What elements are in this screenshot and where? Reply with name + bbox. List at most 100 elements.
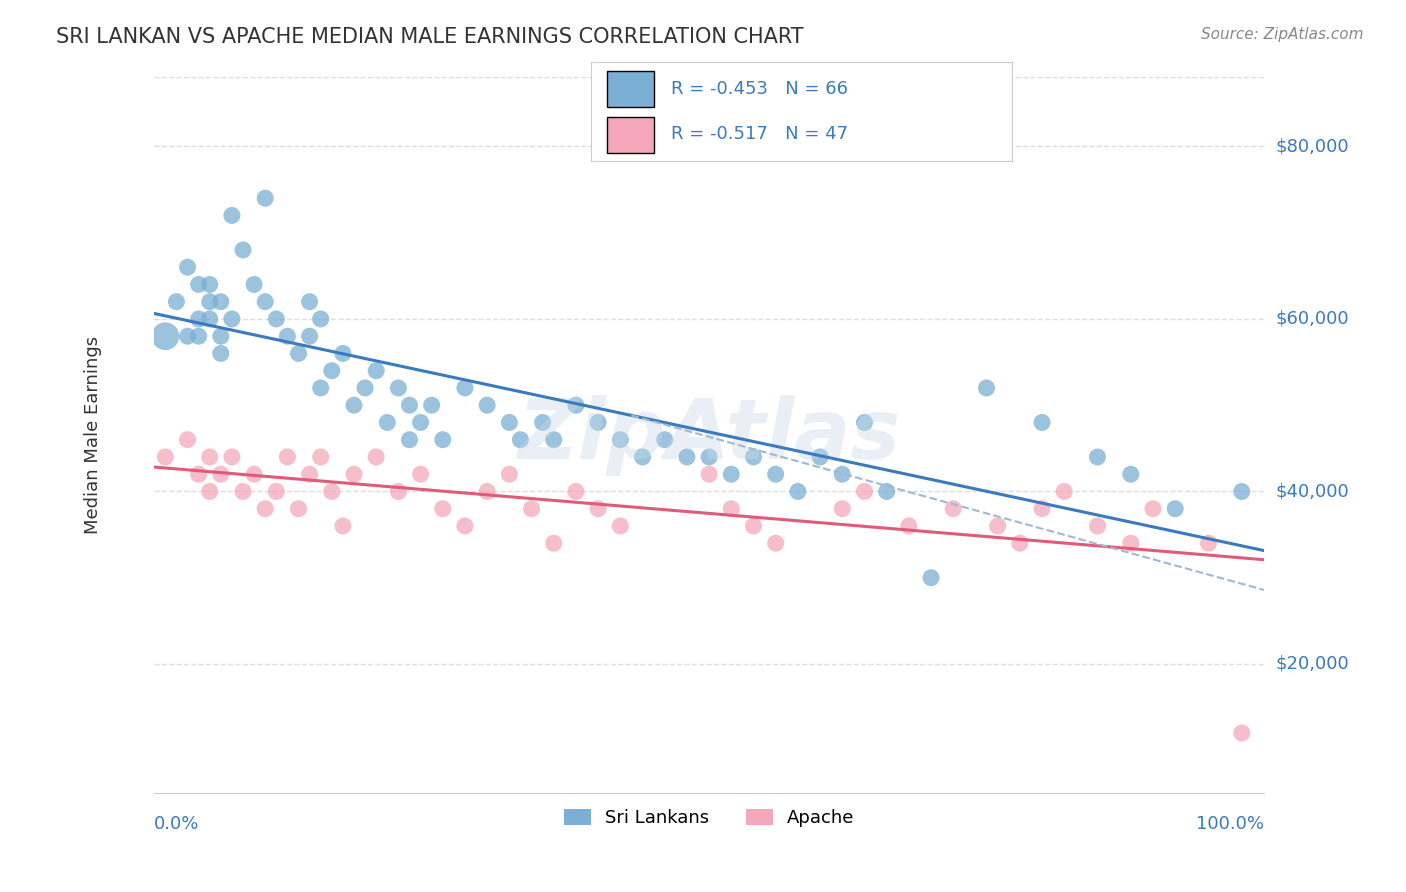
Point bbox=[366, 450, 388, 464]
Point bbox=[198, 312, 221, 326]
Point bbox=[176, 433, 198, 447]
Text: $80,000: $80,000 bbox=[1275, 137, 1348, 155]
Point bbox=[897, 519, 920, 533]
Point bbox=[209, 294, 232, 309]
Point bbox=[266, 312, 288, 326]
Point bbox=[343, 467, 366, 482]
Point bbox=[354, 381, 377, 395]
Point bbox=[243, 467, 266, 482]
Point bbox=[765, 467, 787, 482]
Point bbox=[1164, 501, 1187, 516]
Point bbox=[498, 467, 520, 482]
Point bbox=[831, 467, 853, 482]
Point bbox=[543, 536, 565, 550]
Point bbox=[209, 467, 232, 482]
Point bbox=[321, 364, 343, 378]
Point bbox=[742, 519, 765, 533]
Text: Median Male Earnings: Median Male Earnings bbox=[84, 336, 103, 534]
Point bbox=[432, 433, 454, 447]
Point bbox=[243, 277, 266, 292]
Point bbox=[221, 209, 243, 223]
Point bbox=[1230, 484, 1253, 499]
Point bbox=[765, 536, 787, 550]
Point bbox=[976, 381, 998, 395]
Point bbox=[387, 484, 409, 499]
FancyBboxPatch shape bbox=[607, 71, 654, 107]
Point bbox=[398, 398, 420, 412]
Point bbox=[266, 484, 288, 499]
Point bbox=[942, 501, 965, 516]
Point bbox=[165, 294, 187, 309]
Point bbox=[1198, 536, 1220, 550]
Point bbox=[609, 433, 631, 447]
Point bbox=[187, 277, 209, 292]
Point bbox=[1008, 536, 1031, 550]
Point bbox=[398, 433, 420, 447]
Point bbox=[309, 381, 332, 395]
Point bbox=[1031, 416, 1053, 430]
Point bbox=[1119, 536, 1142, 550]
Point bbox=[221, 312, 243, 326]
Point bbox=[475, 484, 498, 499]
Point bbox=[454, 381, 477, 395]
Point bbox=[1119, 467, 1142, 482]
Point bbox=[276, 329, 298, 343]
Text: $20,000: $20,000 bbox=[1275, 655, 1348, 673]
Point bbox=[187, 467, 209, 482]
Point bbox=[366, 364, 388, 378]
Point bbox=[432, 501, 454, 516]
Legend: Sri Lankans, Apache: Sri Lankans, Apache bbox=[557, 802, 862, 834]
Point bbox=[176, 260, 198, 275]
Point bbox=[187, 312, 209, 326]
Point bbox=[720, 467, 742, 482]
Point bbox=[808, 450, 831, 464]
Text: R = -0.453   N = 66: R = -0.453 N = 66 bbox=[671, 80, 848, 98]
Point bbox=[742, 450, 765, 464]
Point bbox=[609, 519, 631, 533]
Point bbox=[1087, 450, 1109, 464]
Point bbox=[586, 416, 609, 430]
Text: 0.0%: 0.0% bbox=[155, 815, 200, 833]
Point bbox=[786, 484, 808, 499]
Point bbox=[387, 381, 409, 395]
Text: 100.0%: 100.0% bbox=[1197, 815, 1264, 833]
Point bbox=[309, 312, 332, 326]
Point bbox=[853, 416, 876, 430]
Point bbox=[232, 243, 254, 257]
Point bbox=[586, 501, 609, 516]
Point bbox=[321, 484, 343, 499]
Point bbox=[221, 450, 243, 464]
Text: $60,000: $60,000 bbox=[1275, 310, 1348, 328]
Point bbox=[543, 433, 565, 447]
Point bbox=[298, 467, 321, 482]
Point bbox=[409, 416, 432, 430]
Point bbox=[198, 450, 221, 464]
FancyBboxPatch shape bbox=[607, 118, 654, 153]
Text: $40,000: $40,000 bbox=[1275, 483, 1348, 500]
Point bbox=[565, 484, 588, 499]
Point bbox=[876, 484, 898, 499]
Point bbox=[409, 467, 432, 482]
Point bbox=[298, 329, 321, 343]
Point bbox=[520, 501, 543, 516]
Point bbox=[276, 450, 298, 464]
Point bbox=[198, 294, 221, 309]
Point bbox=[332, 346, 354, 360]
Point bbox=[987, 519, 1010, 533]
Point bbox=[853, 484, 876, 499]
Point bbox=[720, 501, 742, 516]
Text: Source: ZipAtlas.com: Source: ZipAtlas.com bbox=[1201, 27, 1364, 42]
Point bbox=[198, 484, 221, 499]
Point bbox=[187, 329, 209, 343]
Point bbox=[697, 467, 720, 482]
Point bbox=[420, 398, 443, 412]
Point bbox=[1087, 519, 1109, 533]
Point bbox=[509, 433, 531, 447]
Text: ZipAtlas: ZipAtlas bbox=[517, 395, 901, 476]
Point bbox=[198, 277, 221, 292]
Point bbox=[155, 329, 177, 343]
Text: SRI LANKAN VS APACHE MEDIAN MALE EARNINGS CORRELATION CHART: SRI LANKAN VS APACHE MEDIAN MALE EARNING… bbox=[56, 27, 804, 46]
Point bbox=[309, 450, 332, 464]
Point bbox=[209, 329, 232, 343]
Point bbox=[232, 484, 254, 499]
